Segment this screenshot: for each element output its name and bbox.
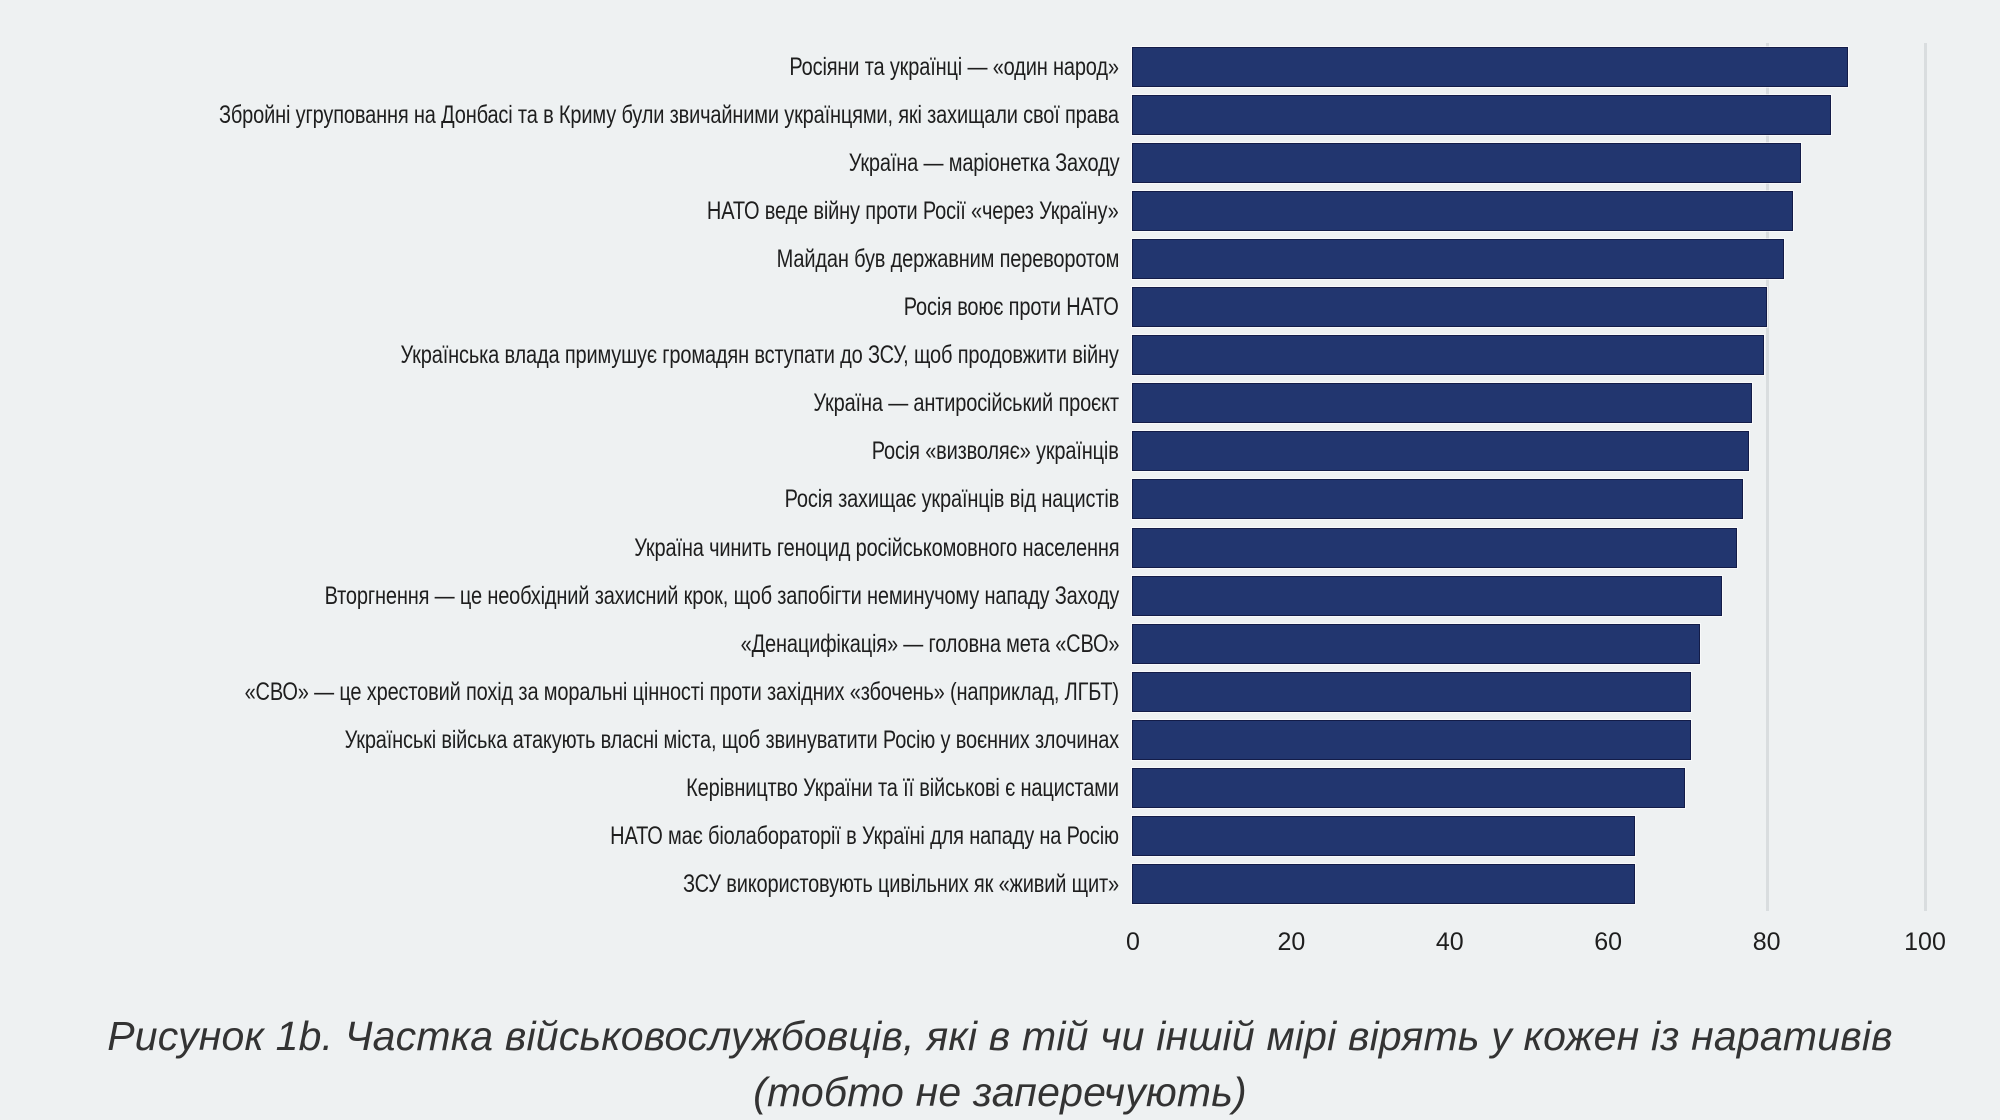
bar (1132, 287, 1768, 328)
category-label: Збройні угруповання на Донбасі та в Крим… (219, 101, 1119, 130)
bar (1132, 815, 1635, 856)
category-label: Україна чинить геноцид російськомовного … (633, 533, 1119, 562)
caption-line-1: Рисунок 1b. Частка військовослужбовців, … (107, 1013, 1893, 1059)
bar (1132, 671, 1692, 712)
bar (1132, 143, 1802, 184)
category-label: НАТО веде війну проти Росії «через Украї… (707, 197, 1119, 226)
category-label: Росія «визволяє» українців (872, 437, 1119, 466)
x-tick-label: 0 (1126, 928, 1140, 956)
bar (1132, 383, 1753, 424)
bar-chart: Росіяни та українці — «один народ» Збройн… (219, 43, 1946, 956)
bar (1132, 335, 1765, 376)
bar (1132, 431, 1749, 472)
category-label: ЗСУ використовують цивільних як «живий щ… (683, 869, 1119, 898)
bar (1132, 767, 1685, 808)
gridline-100 (1924, 43, 1927, 911)
category-label: Росіяни та українці — «один народ» (789, 53, 1120, 81)
bar (1132, 863, 1635, 904)
bar (1132, 479, 1743, 520)
x-tick-label: 20 (1277, 928, 1306, 956)
category-label: НАТО має біолабораторії в Україні для на… (610, 821, 1119, 850)
bar (1132, 95, 1831, 136)
bar (1132, 623, 1700, 664)
gridline-80 (1765, 43, 1769, 911)
category-label: Керівництво України та її військові є на… (686, 773, 1119, 802)
category-label: Вторгнення — це необхідний захисний крок… (324, 581, 1120, 610)
category-label: Росія захищає українців від нацистів (784, 485, 1120, 514)
category-label: Україна — маріонетка Заходу (848, 149, 1119, 178)
bar (1132, 239, 1784, 280)
category-label: Українська влада примушує громадян вступ… (400, 341, 1119, 370)
category-label: Українські війська атакують власні міста… (344, 725, 1120, 754)
category-label: «СВО» — це хрестовий похід за моральні ц… (244, 677, 1119, 706)
category-label: Україна — антиросійський проєкт (813, 389, 1119, 418)
category-label: Росія воює проти НАТО (904, 293, 1119, 322)
x-tick-label: 60 (1594, 928, 1623, 956)
bar (1132, 719, 1692, 760)
bar (1132, 191, 1794, 232)
x-tick-label: 80 (1752, 928, 1781, 956)
bar (1132, 575, 1723, 616)
category-label: «Денацифікація» — головна мета «СВО» (740, 629, 1119, 658)
x-tick-label: 40 (1435, 928, 1464, 956)
category-label: Майдан був державним переворотом (776, 245, 1119, 274)
bar (1132, 47, 1848, 87)
caption-line-2: (тобто не заперечують) (753, 1069, 1247, 1115)
x-tick-label: 100 (1904, 928, 1946, 956)
bar (1132, 527, 1738, 568)
figure-caption: Рисунок 1b. Частка військовослужбовців, … (60, 1008, 1940, 1120)
